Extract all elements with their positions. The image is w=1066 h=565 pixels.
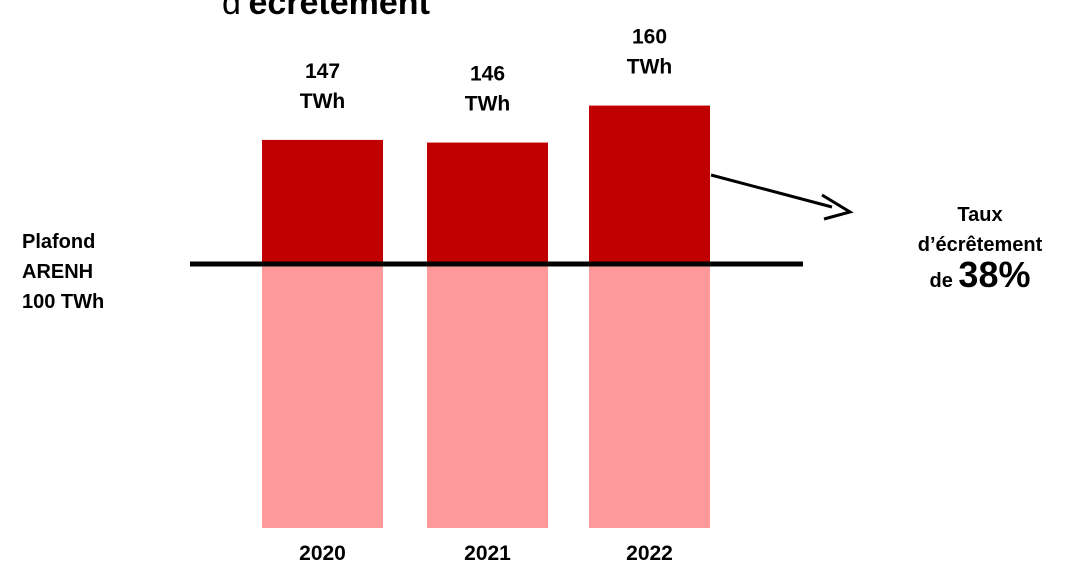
x-tick-label-2022: 2022 xyxy=(626,542,673,565)
bar-above-threshold-2020 xyxy=(262,139,383,264)
chart-title: d’écrêtement xyxy=(222,0,430,23)
bar-below-threshold-2020 xyxy=(262,264,383,528)
title-prefix: d’ xyxy=(222,0,249,22)
data-label-2021: 146 TWh xyxy=(465,63,510,116)
threshold-label-line3: 100 TWh xyxy=(22,291,105,313)
bar-below-threshold-2022 xyxy=(589,264,710,528)
bar-above-threshold-2021 xyxy=(427,142,548,264)
threshold-label: Plafond ARENH 100 TWh xyxy=(22,227,104,317)
bar-above-threshold-2022 xyxy=(589,105,710,264)
annotation-line2: d’écrêtement xyxy=(917,234,1043,256)
bar-below-threshold-2021 xyxy=(427,264,548,528)
x-tick-label-2021: 2021 xyxy=(464,542,511,565)
x-tick-label-2020: 2020 xyxy=(299,542,346,565)
annotation-prefix: de xyxy=(929,270,959,292)
threshold-label-line1: Plafond xyxy=(22,231,96,253)
arrow-head-icon xyxy=(821,193,854,221)
threshold-label-line2: ARENH xyxy=(22,261,94,283)
annotation-line1: Taux xyxy=(957,204,1003,226)
clipping-rate-annotation: Taux d’écrêtement de 38% xyxy=(880,200,1066,296)
data-label-2022: 160 TWh xyxy=(627,26,672,79)
annotation-line3: de 38% xyxy=(880,257,1066,296)
clipping-rate-value: 38% xyxy=(958,254,1031,295)
title-emphasis: écrêtement xyxy=(248,0,430,22)
data-label-2020: 147 TWh xyxy=(300,60,345,113)
annotation-arrow xyxy=(710,173,833,209)
